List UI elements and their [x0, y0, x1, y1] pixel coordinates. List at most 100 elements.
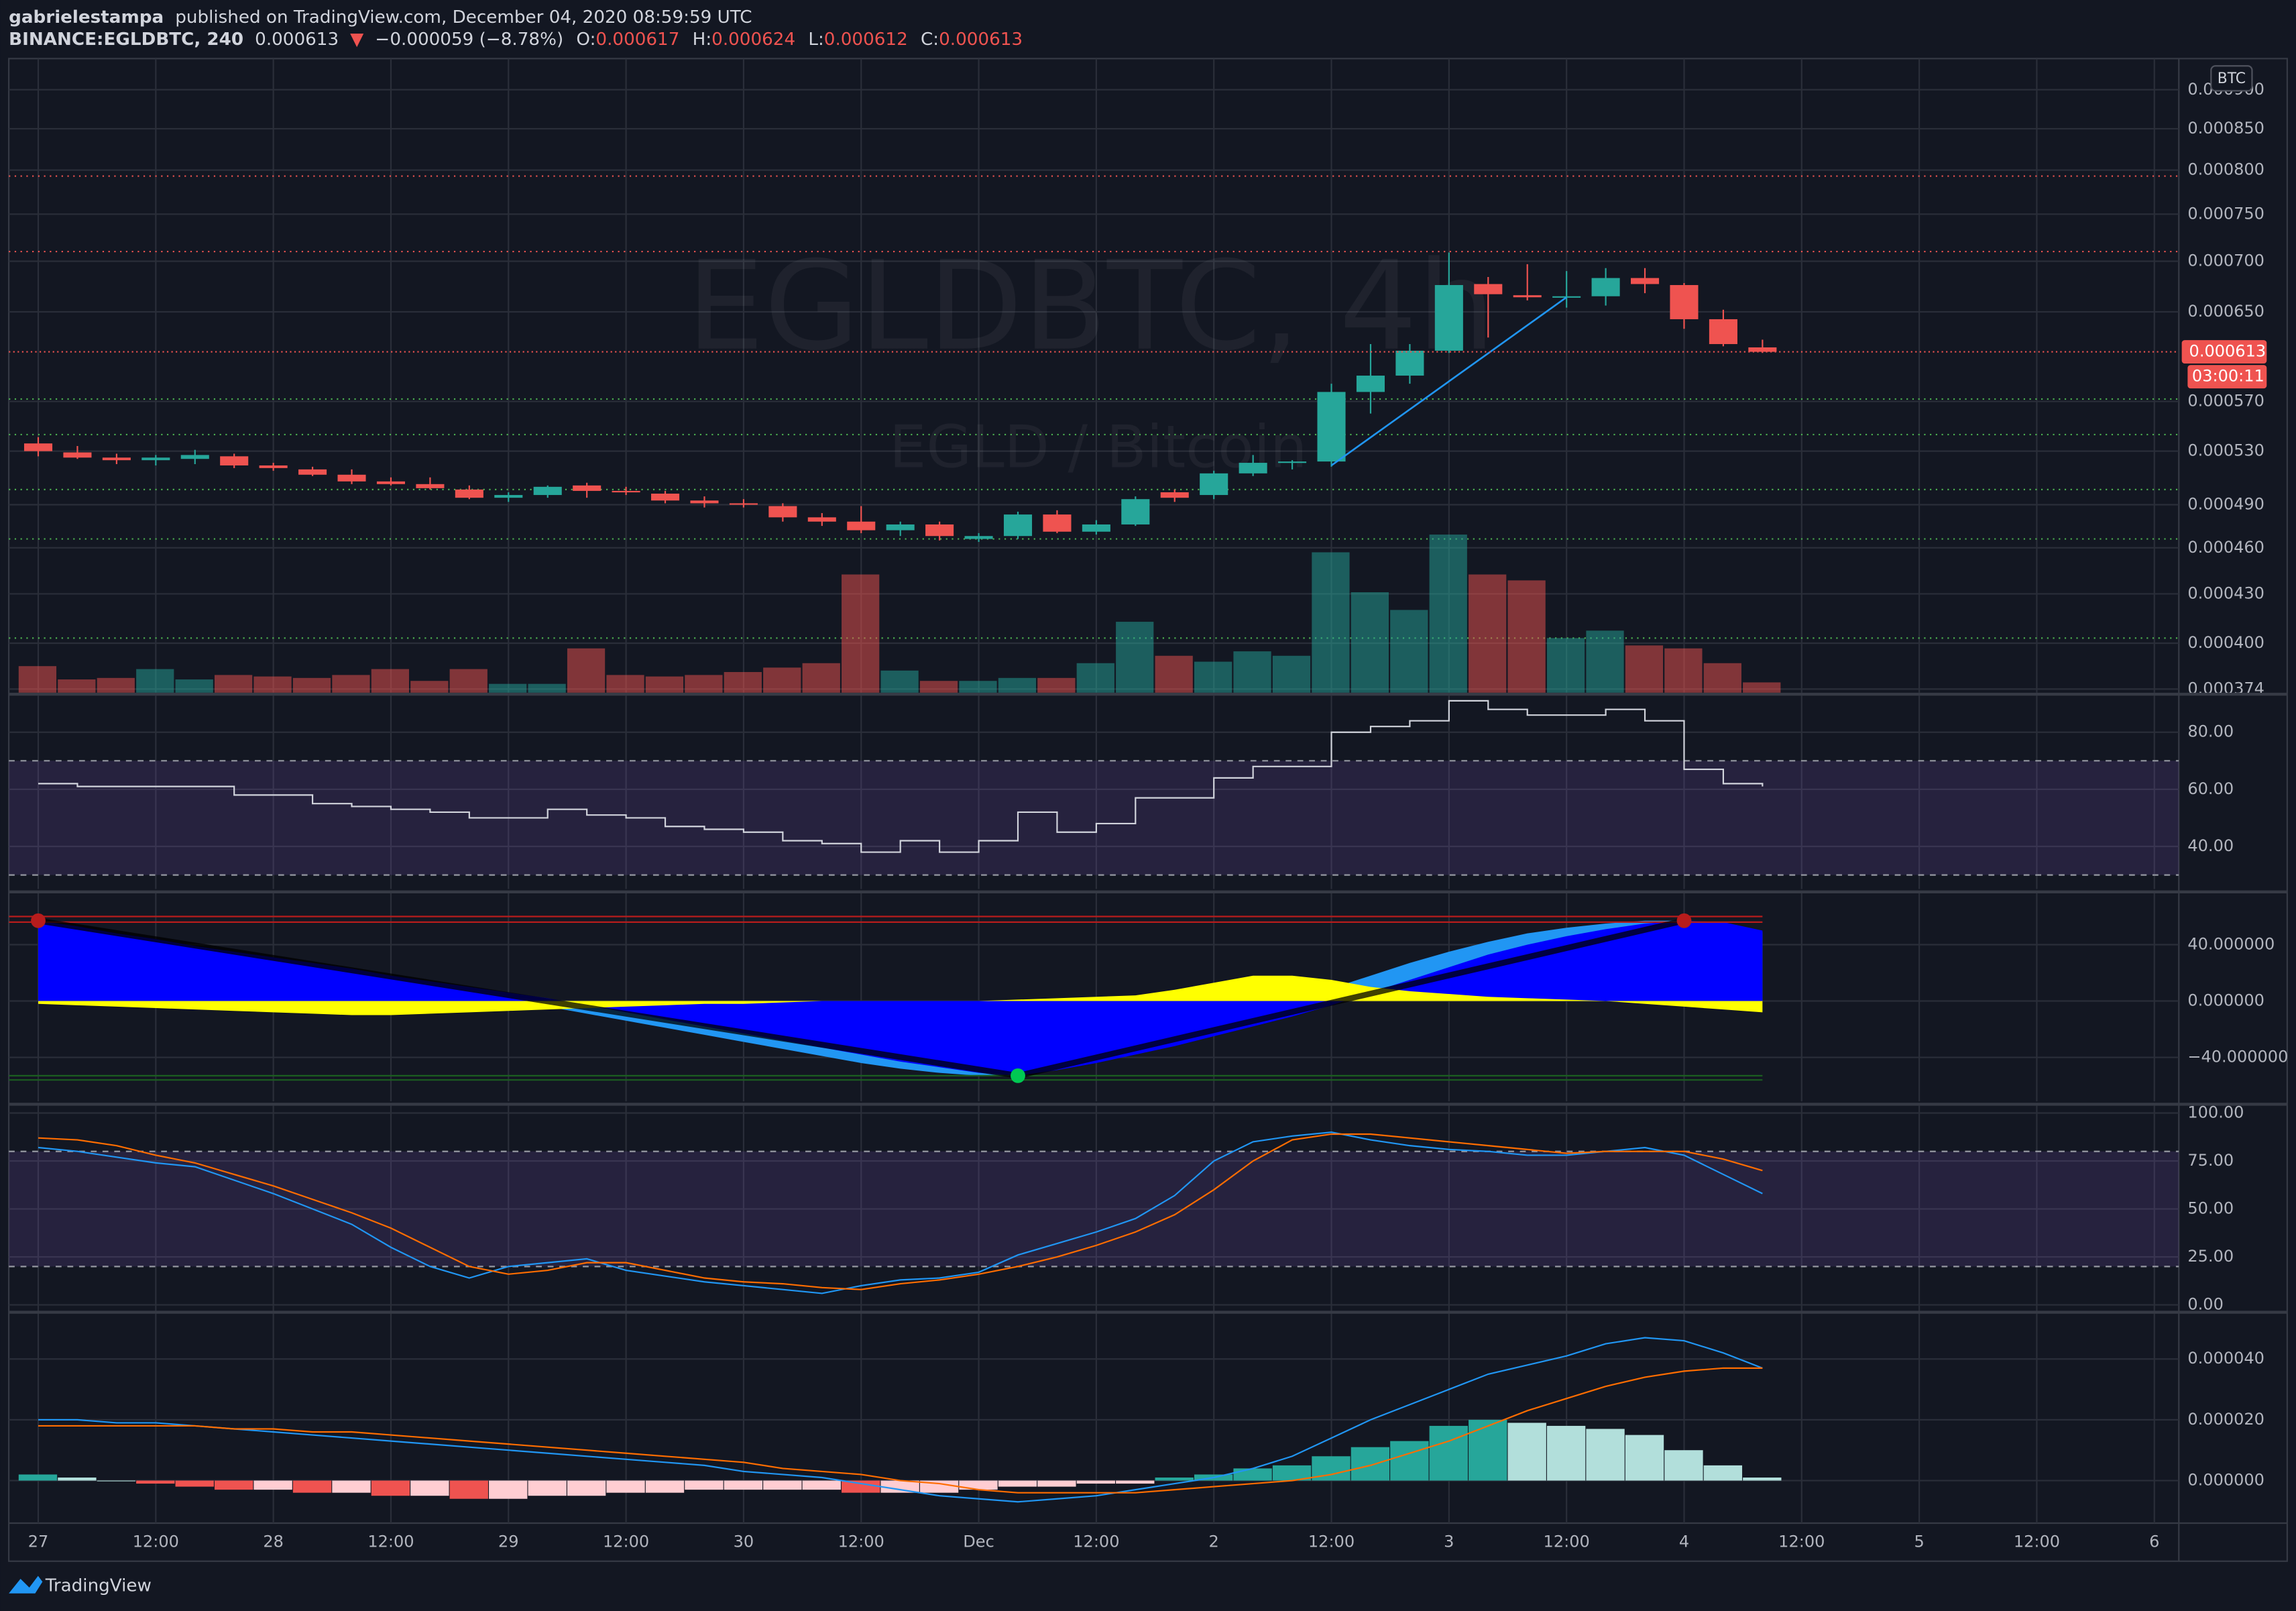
frame [8, 58, 2288, 1562]
band-fill [9, 761, 2179, 875]
series-line [38, 1367, 1763, 1494]
histogram-bar [1116, 1480, 1155, 1484]
y-tick-label: 0.000000 [2187, 991, 2264, 1010]
histogram-bar [449, 1480, 488, 1499]
candle-body [925, 524, 954, 537]
close-label: C: [921, 29, 939, 49]
x-tick-label: 12:00 [133, 1532, 179, 1551]
volume-bar [136, 669, 174, 693]
histogram-bar [1233, 1468, 1272, 1481]
volume-bar [1155, 655, 1193, 693]
brand: TradingView [45, 1575, 152, 1596]
y-tick-label: 0.000530 [2187, 441, 2264, 460]
volume-bar [332, 675, 370, 693]
histogram-bar [880, 1480, 919, 1493]
y-tick-label: 0.000570 [2187, 392, 2264, 410]
x-tick-label: 12:00 [838, 1532, 884, 1551]
candle-body [1631, 278, 1660, 284]
volume-bar [1546, 638, 1585, 693]
price-label-box [2181, 340, 2267, 364]
x-tick-label: 12:00 [1778, 1532, 1825, 1551]
candle-body [1200, 473, 1228, 496]
volume-bar [724, 672, 762, 693]
histogram-bar [724, 1480, 763, 1490]
histogram-bar [919, 1480, 959, 1493]
volume-bar [528, 683, 566, 693]
histogram-bar [1155, 1478, 1194, 1481]
volume-bar [1507, 580, 1546, 693]
x-tick-label: 2 [1209, 1532, 1219, 1551]
x-tick-label: 12:00 [2014, 1532, 2060, 1551]
candle-body [102, 457, 131, 461]
y-tick-label: 0.000750 [2187, 204, 2264, 223]
candle-body [1552, 296, 1581, 298]
y-tick-label: 100.00 [2187, 1103, 2244, 1122]
candle-body [1513, 295, 1542, 298]
volume-bar [959, 681, 997, 693]
volume-bar [18, 666, 57, 693]
volume-bar [214, 675, 253, 693]
y-tick-label: 0.000800 [2187, 160, 2264, 179]
volume-bar [645, 676, 684, 693]
candle-body [337, 474, 366, 482]
y-tick-label: 40.000000 [2187, 934, 2275, 953]
volume-bar [1076, 663, 1114, 693]
y-tick-label: 0.000400 [2187, 633, 2264, 652]
open-value: 0.000617 [595, 29, 679, 49]
histogram-bar [998, 1480, 1037, 1487]
y-tick-label: 0.000490 [2187, 494, 2264, 513]
candle-body [141, 457, 170, 461]
candle-body [612, 490, 640, 493]
histogram-bar [214, 1480, 253, 1490]
pane [9, 893, 2179, 1102]
histogram-bar [1507, 1423, 1546, 1481]
divergence-dot [31, 913, 46, 928]
candle-body [1434, 285, 1463, 351]
candle-body [220, 456, 249, 465]
y-tick-label: 0.000430 [2187, 584, 2264, 602]
volume-bar [1429, 535, 1467, 693]
volume-bar [606, 675, 644, 693]
candle-body [455, 489, 483, 498]
header-line-2: BINANCE:EGLDBTC, 240 0.000613 ▼ −0.00005… [9, 29, 1023, 49]
histogram-bar [1037, 1480, 1076, 1487]
y-tick-label: 80.00 [2187, 722, 2234, 741]
histogram-bar [528, 1480, 567, 1496]
candle-body [768, 506, 797, 518]
histogram-bar [371, 1480, 410, 1496]
candle-body [964, 536, 993, 539]
volume-bar [253, 676, 292, 693]
x-tick-label: 4 [1679, 1532, 1689, 1551]
histogram-bar [292, 1480, 332, 1493]
candle-body [180, 455, 209, 459]
x-tick-label: 6 [2149, 1532, 2159, 1551]
published: published on TradingView.com, December 0… [175, 7, 752, 27]
candle-body [416, 484, 445, 488]
volume-bar [880, 670, 919, 693]
candle-body [1278, 461, 1307, 463]
candle-body [1003, 514, 1033, 537]
volume-bar [567, 648, 606, 693]
histogram-bar [1390, 1441, 1429, 1481]
watermark-title: EGLDBTC, 4h [687, 235, 1495, 378]
high-value: 0.000624 [711, 29, 795, 49]
histogram-bar [1469, 1419, 1507, 1481]
series-line [38, 1133, 1763, 1290]
x-tick-label: 5 [1914, 1532, 1924, 1551]
y-tick-label: 0.000700 [2187, 252, 2264, 270]
volume-bar [802, 663, 840, 693]
pane [9, 696, 2179, 889]
y-tick-label: 60.00 [2187, 779, 2234, 798]
series-line [38, 700, 1764, 853]
candle-body [63, 452, 92, 458]
volume-bar [919, 681, 958, 693]
histogram-bar [1076, 1480, 1116, 1484]
divergence-dot [1676, 913, 1692, 928]
y-tick-label: 0.000020 [2187, 1410, 2264, 1429]
series-area [38, 975, 1763, 1015]
histogram-bar [175, 1480, 214, 1487]
x-tick-label: 29 [498, 1532, 519, 1551]
volume-bar [1194, 661, 1232, 693]
volume-bar [1469, 574, 1507, 693]
